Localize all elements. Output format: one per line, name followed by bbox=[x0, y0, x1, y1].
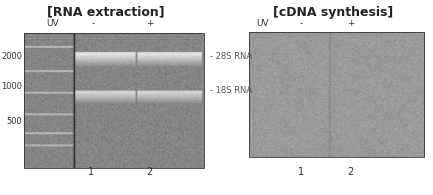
Text: [cDNA synthesis]: [cDNA synthesis] bbox=[273, 6, 394, 19]
Text: UV: UV bbox=[46, 19, 59, 28]
Text: 2000: 2000 bbox=[2, 52, 23, 61]
Text: -: - bbox=[299, 19, 303, 28]
Text: 2: 2 bbox=[146, 168, 152, 177]
Bar bbox=[24, 33, 204, 168]
Bar bbox=[249, 32, 424, 157]
Text: -: - bbox=[91, 19, 95, 28]
Text: UV: UV bbox=[256, 19, 269, 28]
Text: 1: 1 bbox=[298, 168, 304, 177]
Text: 1000: 1000 bbox=[2, 82, 23, 91]
Text: +: + bbox=[145, 19, 153, 28]
Text: 1: 1 bbox=[88, 168, 94, 177]
Text: +: + bbox=[347, 19, 355, 28]
Text: - 28S RNA: - 28S RNA bbox=[210, 52, 252, 61]
Text: - 18S RNA: - 18S RNA bbox=[210, 86, 252, 95]
Text: 2: 2 bbox=[348, 168, 354, 177]
Text: [RNA extraction]: [RNA extraction] bbox=[47, 6, 165, 19]
Text: 500: 500 bbox=[7, 117, 23, 126]
